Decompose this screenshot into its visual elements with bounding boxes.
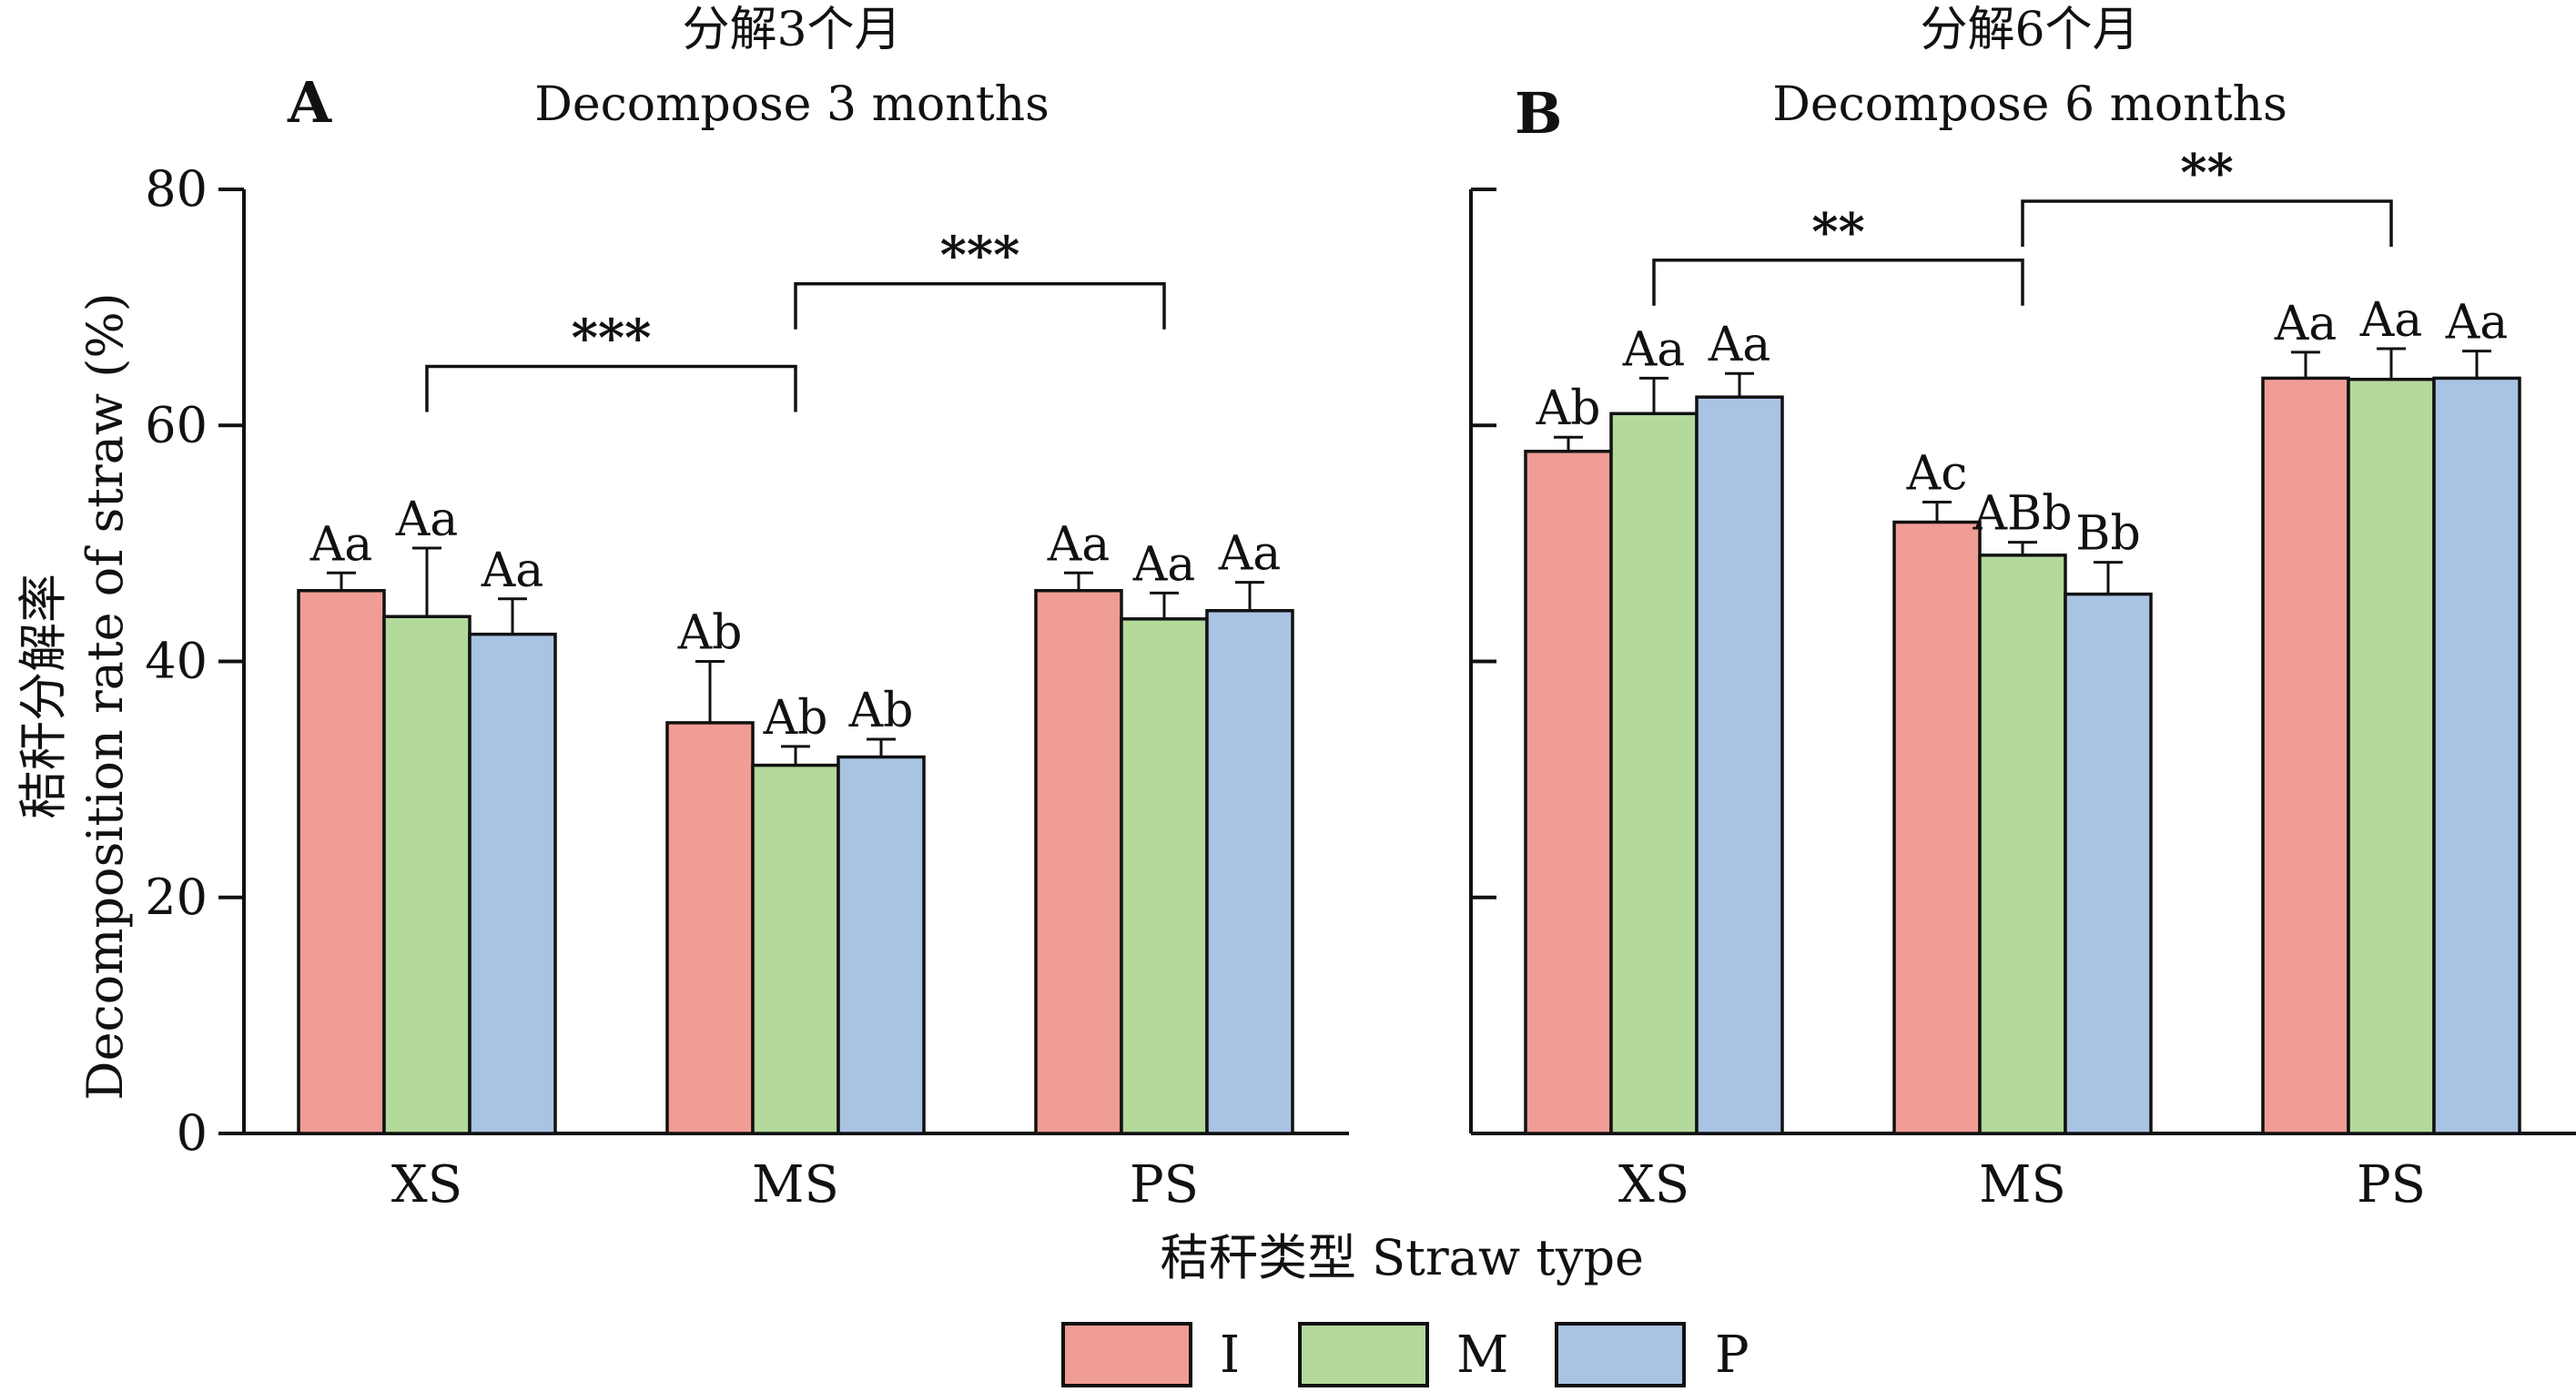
significance-stars: *** xyxy=(940,226,1020,286)
significance-letter: Ac xyxy=(1906,447,1968,502)
bar-p-ms xyxy=(2064,592,2153,1135)
significance-letter: Ab xyxy=(677,606,743,661)
x-axis-title: 秸秆类型 Straw type xyxy=(1160,1229,1644,1286)
panel-a-label: A xyxy=(287,69,332,136)
bar-i-ps xyxy=(1034,588,1123,1135)
significance-letter: Aa xyxy=(2445,296,2509,351)
panel-a-title-zh: 分解3个月 xyxy=(682,3,901,57)
bar-p-xs xyxy=(468,632,557,1135)
bar-i-xs xyxy=(297,588,386,1135)
panel-b-title-en: Decompose 6 months xyxy=(1772,77,2287,132)
panel-a-chart: 分解3个月 Decompose 3 months A 0 20 40 60 80 XS Aa… xyxy=(145,3,1349,1214)
bar-p-xs xyxy=(1695,395,1784,1135)
y-axis-title-en: Decomposition rate of straw (%) xyxy=(76,292,134,1100)
significance-letter: Aa xyxy=(1132,537,1196,592)
panel-a-title-en: Decompose 3 months xyxy=(534,77,1050,132)
bar-p-ps xyxy=(2432,376,2521,1135)
x-tick-label: XS xyxy=(1618,1155,1689,1214)
significance-letter: Aa xyxy=(2274,297,2338,351)
y-tick-label: 60 xyxy=(145,396,208,453)
significance-letter: Aa xyxy=(1708,318,1771,372)
significance-bracket xyxy=(2021,199,2393,247)
panel-b-title-zh: 分解6个月 xyxy=(1920,3,2139,57)
legend-swatch-m xyxy=(1298,1322,1429,1387)
significance-bracket xyxy=(794,281,1166,330)
y-tick-label: 40 xyxy=(145,633,208,690)
bar-m-ms xyxy=(1978,554,2067,1135)
significance-bracket xyxy=(425,364,797,412)
significance-letter: Ab xyxy=(763,691,828,746)
x-tick-label: PS xyxy=(1130,1155,1199,1214)
significance-letter: Aa xyxy=(481,544,544,598)
panel-b-label: B xyxy=(1515,80,1562,147)
x-tick-label: XS xyxy=(391,1155,462,1214)
bar-m-xs xyxy=(382,615,472,1135)
legend-label-i: I xyxy=(1220,1326,1240,1385)
bar-p-ps xyxy=(1205,609,1294,1135)
x-tick-label: PS xyxy=(2357,1155,2426,1214)
significance-letter: Bb xyxy=(2075,507,2141,562)
y-tick-label: 0 xyxy=(177,1104,208,1162)
y-tick-label: 20 xyxy=(145,869,208,926)
bar-m-xs xyxy=(1609,412,1699,1135)
x-tick-label: MS xyxy=(1979,1155,2066,1214)
significance-letter: ABb xyxy=(1972,487,2072,542)
legend-label-m: M xyxy=(1456,1326,1508,1385)
bar-i-ps xyxy=(2261,376,2350,1135)
significance-stars: ** xyxy=(1811,202,1865,262)
bar-m-ms xyxy=(751,763,840,1135)
legend-label-p: P xyxy=(1715,1326,1749,1385)
bar-m-ps xyxy=(1120,617,1209,1135)
significance-letter: Aa xyxy=(1218,527,1282,582)
significance-stars: ** xyxy=(2180,143,2234,203)
significance-letter: Aa xyxy=(309,517,373,572)
significance-letter: Aa xyxy=(1622,322,1686,377)
bar-i-xs xyxy=(1524,450,1613,1135)
significance-letter: Ab xyxy=(1536,381,1601,436)
significance-bracket xyxy=(1652,259,2024,306)
significance-letter: Ab xyxy=(848,684,914,738)
bar-m-ps xyxy=(2347,377,2436,1135)
significance-letter: Aa xyxy=(2359,293,2423,348)
legend-swatch-i xyxy=(1061,1322,1192,1387)
x-tick-label: MS xyxy=(752,1155,839,1214)
bar-i-ms xyxy=(1892,520,1982,1135)
significance-letter: Aa xyxy=(395,493,459,547)
bar-i-ms xyxy=(665,721,755,1135)
legend: I M P xyxy=(1061,1322,1749,1387)
y-tick-label: 80 xyxy=(145,160,208,218)
y-axis-title-zh: 秸秆分解率 xyxy=(15,574,72,819)
significance-stars: *** xyxy=(572,308,652,368)
bar-p-ms xyxy=(837,755,926,1135)
legend-swatch-p xyxy=(1555,1322,1686,1387)
significance-letter: Aa xyxy=(1047,517,1111,572)
